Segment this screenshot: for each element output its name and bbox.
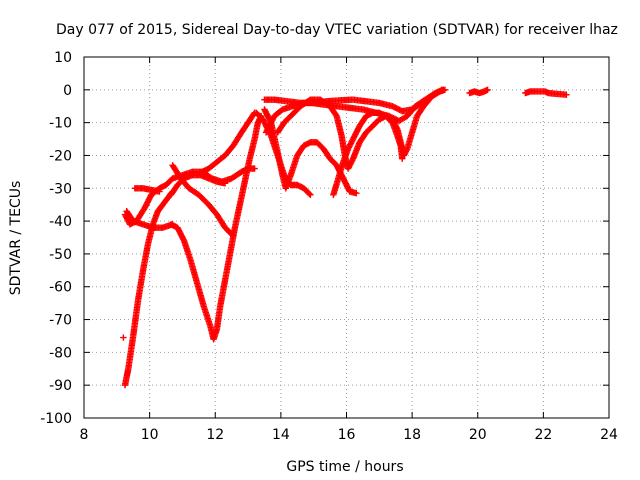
y-tick-label: -30 [49, 181, 72, 197]
y-tick-label: -50 [49, 247, 72, 263]
series-arc-6 [167, 112, 265, 343]
x-tick-label: 8 [80, 427, 89, 443]
x-tick-label: 12 [206, 427, 224, 443]
series-arc-7 [169, 162, 237, 240]
y-tick-label: -60 [49, 280, 72, 296]
data-point [306, 190, 313, 197]
data-point [353, 189, 360, 197]
series-arc-3 [123, 208, 176, 231]
y-tick-labels: 10 0 -10 -20 -30 -40 -50 -60 -70 -80 -90 -100 [40, 50, 72, 427]
data-point [229, 231, 236, 239]
plot-frame [83, 56, 610, 419]
x-tick-label: 20 [469, 427, 487, 443]
data-point [156, 188, 163, 195]
series-isolated [120, 334, 127, 341]
data-point [307, 191, 314, 199]
x-tick-label: 24 [600, 427, 618, 443]
y-tick-label: 0 [63, 83, 72, 99]
data-marks [120, 86, 570, 389]
chart-grid [84, 57, 609, 418]
series-arc-16 [522, 88, 570, 98]
data-point [230, 232, 237, 240]
y-tick-label: -100 [40, 411, 72, 427]
x-tick-label: 18 [403, 427, 421, 443]
data-point [563, 91, 570, 98]
y-tick-label: -10 [49, 116, 72, 132]
x-tick-label: 22 [534, 427, 552, 443]
x-axis-label: GPS time / hours [286, 459, 403, 475]
data-point [399, 155, 406, 162]
data-point [120, 334, 127, 341]
series-arc-14 [262, 86, 447, 136]
y-tick-label: -90 [49, 378, 72, 394]
y-tick-label: 10 [54, 50, 72, 66]
y-tick-label: -80 [49, 345, 72, 361]
series-arc-15 [466, 86, 491, 97]
series-arc-1 [121, 188, 176, 389]
x-tick-label: 16 [338, 427, 356, 443]
y-tick-label: -20 [49, 148, 72, 164]
chart-axes [83, 56, 610, 419]
x-tick-label: 14 [272, 427, 290, 443]
series-arc-8 [198, 165, 258, 185]
y-tick-label: -40 [49, 214, 72, 230]
data-point [484, 86, 491, 94]
y-axis-label: SDTVAR / TECUs [8, 181, 24, 296]
x-tick-label: 10 [141, 427, 159, 443]
data-point [440, 86, 447, 94]
series-arc-4 [131, 185, 163, 195]
chart-title: Day 077 of 2015, Sidereal Day-to-day VTE… [56, 22, 618, 38]
y-tick-label: -70 [49, 313, 72, 329]
data-point [251, 165, 258, 172]
x-tick-labels: 8 10 12 14 16 18 20 22 24 [80, 427, 618, 443]
